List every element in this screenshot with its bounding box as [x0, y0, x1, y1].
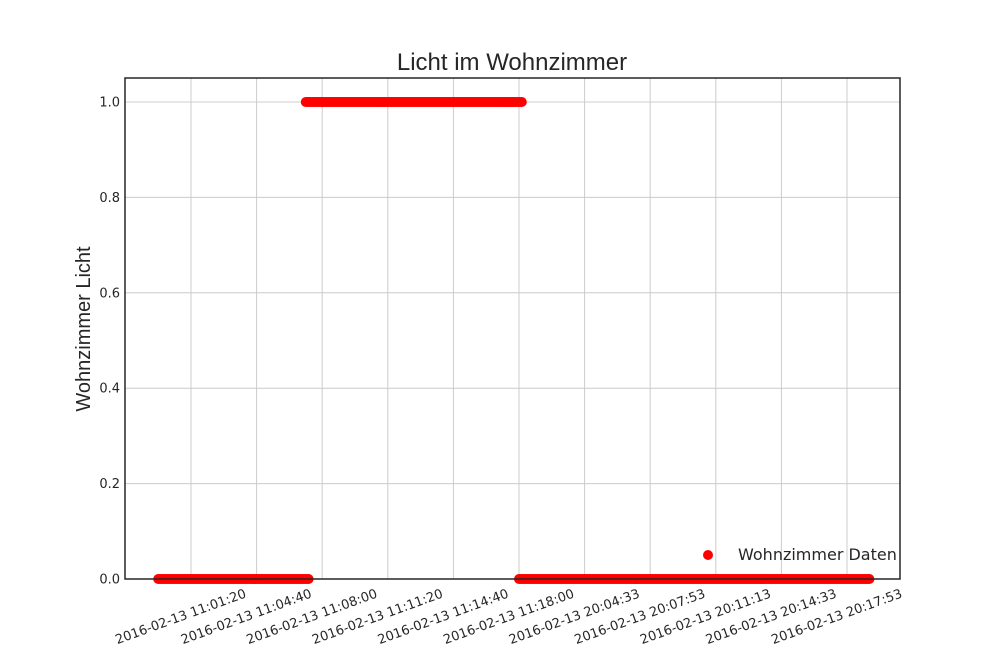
legend: Wohnzimmer Daten — [703, 545, 897, 564]
grid-layer — [125, 78, 900, 580]
chart-title: Licht im Wohnzimmer — [397, 49, 627, 76]
y-tick-label: 0.4 — [99, 382, 120, 397]
y-axis-label: Wohnzimmer Licht — [73, 246, 95, 412]
data-point — [516, 97, 527, 107]
y-tick-label: 0.2 — [99, 477, 120, 492]
legend-label: Wohnzimmer Daten — [738, 545, 897, 564]
y-tick-labels: 0.0 0.2 0.4 0.6 0.8 1.0 — [99, 96, 120, 588]
plot-frame — [124, 77, 901, 580]
data-marks — [153, 97, 875, 584]
legend-marker — [703, 550, 713, 560]
y-tick-label: 0.0 — [99, 573, 120, 588]
y-tick-label: 0.6 — [99, 286, 120, 301]
y-tick-label: 1.0 — [99, 96, 120, 111]
y-tick-label: 0.8 — [99, 191, 120, 206]
